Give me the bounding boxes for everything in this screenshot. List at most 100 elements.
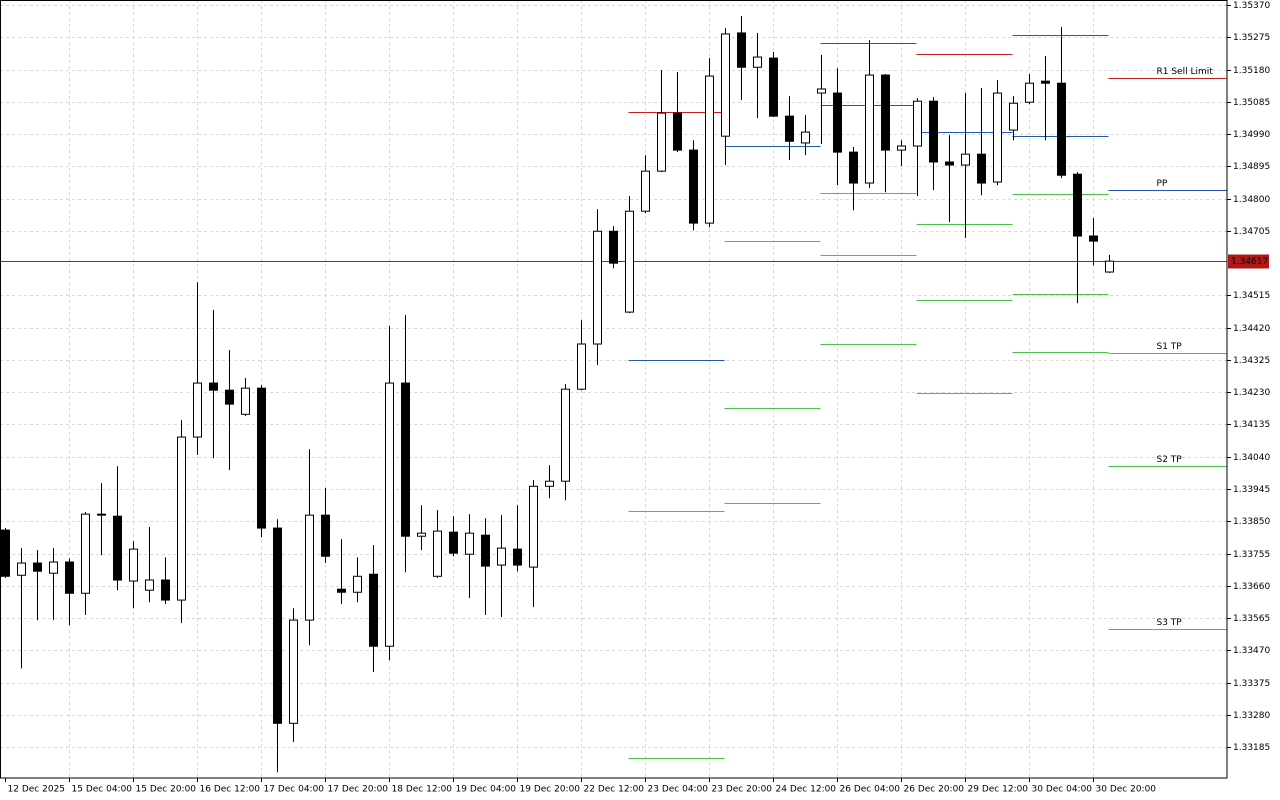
candle-body — [625, 210, 634, 313]
candle-body — [673, 112, 682, 151]
last-price-label: 1.34617 — [1231, 257, 1268, 267]
candle-body — [65, 561, 74, 594]
candle-body — [737, 32, 746, 68]
candle-body — [785, 115, 794, 142]
y-tick-label: 1.33470 — [1233, 646, 1270, 656]
y-tick-label: 1.34325 — [1233, 356, 1270, 366]
candle-body — [417, 532, 426, 537]
y-tick-label: 1.34800 — [1233, 195, 1270, 205]
candle-body — [353, 575, 362, 593]
candle-body — [97, 513, 106, 516]
last-price-tag — [1228, 254, 1269, 269]
candle-body — [273, 527, 282, 724]
candle-body — [1009, 102, 1018, 131]
y-tick-label: 1.33660 — [1233, 582, 1270, 592]
y-tick-label: 1.33850 — [1233, 517, 1270, 527]
level-label: R1 Sell Limit — [1157, 67, 1214, 77]
candle-body — [1073, 173, 1082, 237]
candle-body — [593, 230, 602, 345]
candle-body — [657, 112, 666, 172]
x-tick-label: 12 Dec 2025 — [8, 785, 66, 795]
candle-body — [881, 74, 890, 151]
y-tick-label: 1.33280 — [1233, 711, 1270, 721]
candle-body — [801, 131, 810, 144]
candle-body — [561, 388, 570, 482]
candle-body — [449, 531, 458, 554]
candle-body — [337, 588, 346, 593]
y-tick-label: 1.35085 — [1233, 98, 1270, 108]
y-tick-label: 1.35180 — [1233, 66, 1270, 76]
candle-body — [225, 389, 234, 405]
candle-body — [689, 149, 698, 224]
x-tick-label: 30 Dec 04:00 — [1032, 785, 1093, 795]
x-tick-label: 23 Dec 04:00 — [648, 785, 709, 795]
candle-body — [529, 485, 538, 568]
candle-body — [81, 513, 90, 594]
candle-body — [865, 74, 874, 184]
candle-body — [17, 562, 26, 576]
x-tick-label: 22 Dec 12:00 — [584, 785, 645, 795]
x-tick-label: 30 Dec 20:00 — [1096, 785, 1157, 795]
x-tick-label: 19 Dec 20:00 — [520, 785, 581, 795]
candle-body — [321, 514, 330, 557]
candle-body — [113, 515, 122, 581]
candle-body — [929, 100, 938, 163]
candle-body — [33, 562, 42, 572]
candle-body — [833, 92, 842, 153]
candle-body — [401, 382, 410, 537]
y-tick-label: 1.33185 — [1233, 743, 1270, 753]
y-tick-label: 1.33375 — [1233, 679, 1270, 689]
candle-body — [465, 532, 474, 555]
y-tick-label: 1.34705 — [1233, 227, 1270, 237]
candle-body — [1, 529, 10, 577]
candle-body — [577, 343, 586, 390]
candle-body — [513, 548, 522, 566]
level-label: S1 TP — [1157, 342, 1183, 352]
y-tick-label: 1.34895 — [1233, 162, 1270, 172]
candle-body — [129, 548, 138, 582]
candle-body — [753, 56, 762, 68]
x-tick-label: 16 Dec 12:00 — [200, 785, 261, 795]
candle-body — [913, 100, 922, 147]
y-tick-label: 1.34135 — [1233, 420, 1270, 430]
y-tick-label: 1.33565 — [1233, 614, 1270, 624]
candle-body — [177, 436, 186, 601]
y-tick-label: 1.33945 — [1233, 485, 1270, 495]
candle-body — [769, 57, 778, 117]
candle-body — [545, 480, 554, 487]
x-tick-label: 18 Dec 12:00 — [392, 785, 453, 795]
candle-body — [209, 382, 218, 391]
x-tick-label: 26 Dec 04:00 — [840, 785, 901, 795]
candle-body — [1057, 82, 1066, 176]
candle-body — [369, 573, 378, 647]
candle-body — [609, 230, 618, 264]
candle-body — [1025, 82, 1034, 103]
x-tick-label: 15 Dec 04:00 — [72, 785, 133, 795]
y-tick-label: 1.34990 — [1233, 130, 1270, 140]
candle-body — [961, 153, 970, 166]
y-tick-label: 1.34515 — [1233, 291, 1270, 301]
candle-body — [161, 579, 170, 601]
candle-body — [945, 161, 954, 166]
x-tick-label: 24 Dec 12:00 — [776, 785, 837, 795]
candle-body — [241, 387, 250, 415]
y-tick-label: 1.33755 — [1233, 550, 1270, 560]
x-tick-label: 19 Dec 04:00 — [456, 785, 517, 795]
candle-body — [1089, 235, 1098, 242]
y-tick-label: 1.34230 — [1233, 388, 1270, 398]
y-tick-label: 1.35275 — [1233, 33, 1270, 43]
candle-body — [49, 561, 58, 574]
x-tick-label: 29 Dec 12:00 — [968, 785, 1029, 795]
candle-body — [721, 33, 730, 137]
candle-body — [817, 88, 826, 94]
x-tick-label: 15 Dec 20:00 — [136, 785, 197, 795]
candle-body — [897, 145, 906, 151]
candle-body — [977, 153, 986, 184]
level-label: S3 TP — [1157, 618, 1183, 628]
y-tick-label: 1.34040 — [1233, 453, 1270, 463]
candle-body — [993, 92, 1002, 183]
candle-body — [481, 534, 490, 567]
candle-body — [305, 514, 314, 621]
